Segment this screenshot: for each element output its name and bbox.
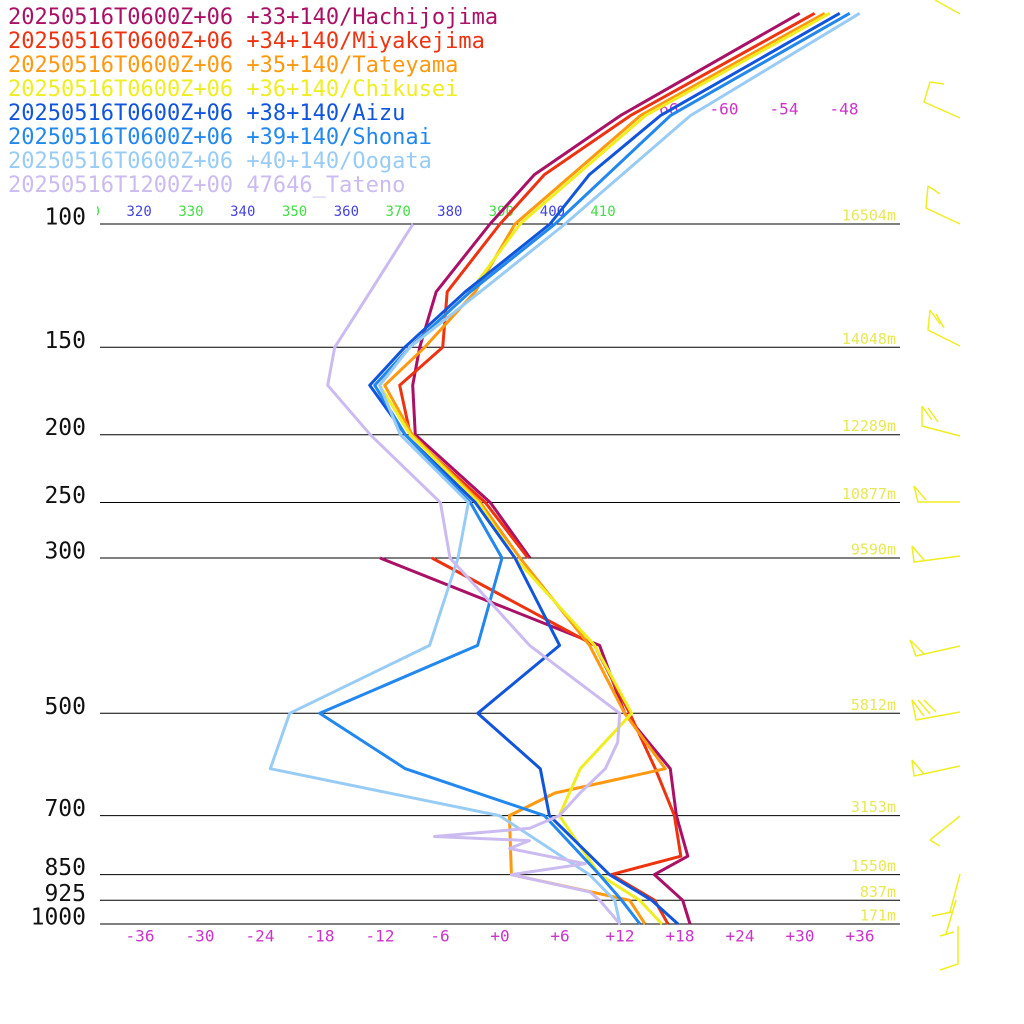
x-tick-label: +6 [550, 927, 569, 946]
wind-barb [934, 0, 961, 15]
wind-barb [927, 309, 961, 347]
wind-barb [909, 639, 961, 657]
x-tick-label: -18 [306, 927, 335, 946]
wind-barbs [909, 0, 961, 971]
theta-e-label: 350 [282, 204, 307, 220]
y-tick-label: 300 [44, 538, 86, 564]
wind-barb [923, 81, 961, 119]
height-label: 10877m [842, 485, 896, 503]
height-label: 1550m [851, 857, 896, 875]
profiles [268, 11, 861, 926]
x-tick-label: -12 [366, 927, 395, 946]
height-label: 171m [860, 907, 896, 925]
x-tick-label: +0 [490, 927, 509, 946]
theta-e-label: 310 [75, 204, 100, 220]
x-tick-label: +12 [606, 927, 635, 946]
wind-barb [939, 899, 957, 937]
wind-barb [939, 926, 959, 971]
wind-barb [929, 815, 961, 847]
legend-entry: 20250516T0600Z+06 +36+140/Chikusei [8, 77, 458, 102]
height-label: 837m [860, 883, 896, 901]
y-tick-label: 150 [44, 328, 86, 354]
wind-barb [911, 759, 961, 777]
y-tick-label: 925 [44, 881, 86, 907]
wind-barb [911, 545, 961, 563]
x-tick-label: -30 [186, 927, 215, 946]
legend-entry: 20250516T0600Z+06 +39+140/Shonai [8, 125, 432, 150]
legend-entry: 20250516T0600Z+06 +40+140/Oogata [8, 149, 432, 174]
height-label: 12289m [842, 417, 896, 435]
isotherm-label: -54 [770, 100, 799, 119]
y-tick-label: 500 [44, 694, 86, 720]
x-tick-label: -36 [126, 927, 155, 946]
legend-entry: 20250516T0600Z+06 +34+140/Miyakejima [8, 29, 485, 54]
theta-e-label: 330 [178, 204, 203, 220]
labels: 310 320 330 340 350 360 370 380 390 400 410-66 -60-… [31, 100, 900, 946]
height-label: 3153m [851, 798, 896, 816]
y-tick-label: 100 [44, 205, 86, 231]
profile-line [318, 11, 851, 925]
profile-line [326, 223, 622, 925]
theta-e-label: 410 [590, 204, 615, 220]
wind-barb [921, 405, 961, 437]
theta-e-label: 320 [126, 204, 151, 220]
isotherm-label: -60 [710, 100, 739, 119]
theta-e-label: 400 [540, 204, 565, 220]
x-tick-label: +18 [666, 927, 695, 946]
profile-line [368, 11, 841, 926]
x-tick-label: +36 [846, 927, 875, 946]
height-label: 5812m [851, 696, 896, 714]
x-tick-label: +30 [786, 927, 815, 946]
legend: 20250516T0600Z+06 +33+140/Hachijojima202… [8, 5, 498, 198]
legend-entry: 20250516T0600Z+06 +33+140/Hachijojima [8, 5, 498, 30]
wind-barb [913, 485, 960, 503]
theta-e-label: 370 [386, 204, 411, 220]
y-tick-label: 850 [44, 855, 86, 881]
theta-e-label: 380 [437, 204, 462, 220]
legend-entry: 20250516T0600Z+06 +38+140/Aizu [8, 101, 405, 126]
x-tick-label: -24 [246, 927, 275, 946]
x-tick-label: +24 [726, 927, 755, 946]
y-tick-label: 1000 [31, 905, 86, 931]
profile-line [268, 12, 861, 925]
y-tick-label: 200 [44, 415, 86, 441]
height-label: 14048m [842, 330, 896, 348]
height-label: 16504m [842, 207, 896, 225]
legend-entry: 20250516T0600Z+06 +35+140/Tateyama [8, 53, 458, 78]
height-label: 9590m [851, 540, 896, 558]
isotherm-label: -48 [830, 100, 859, 119]
legend-entry: 20250516T1200Z+00 47646_Tateno [8, 173, 405, 198]
wind-barb [925, 185, 961, 225]
y-tick-label: 700 [44, 796, 86, 822]
theta-e-label: 360 [334, 204, 359, 220]
wind-barb [931, 873, 961, 917]
x-tick-label: -6 [430, 927, 449, 946]
y-tick-label: 250 [44, 483, 86, 509]
theta-e-label: 340 [230, 204, 255, 220]
wind-barb [911, 699, 961, 721]
